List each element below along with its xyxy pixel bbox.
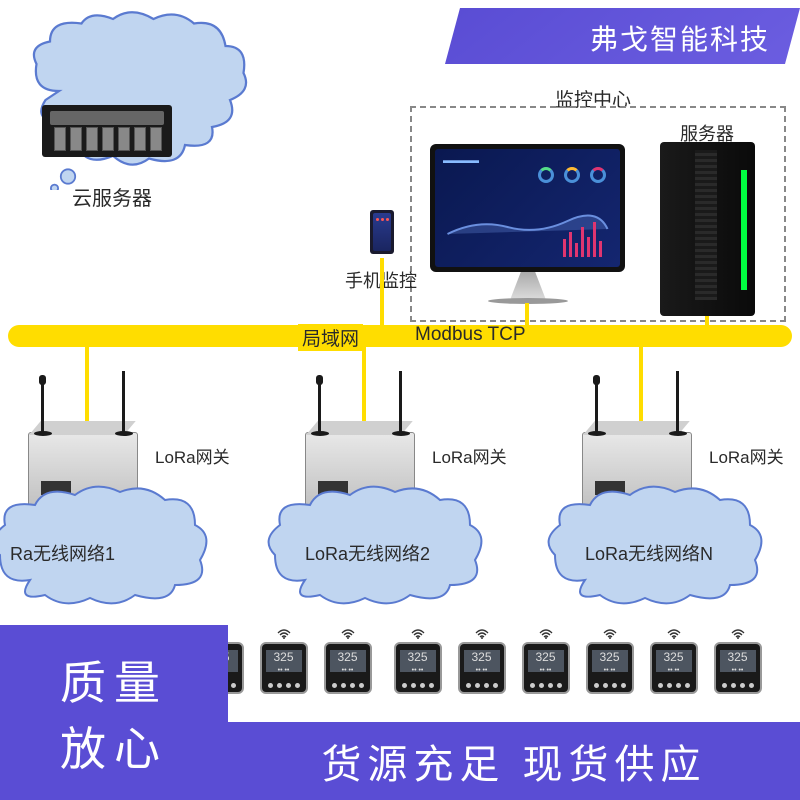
wifi-icon [582,629,637,642]
wifi-icon [454,629,509,642]
server-tower-icon [660,142,755,316]
meter-reading: 325•• •• [528,650,564,672]
footer-stock-banner: 货源充足 现货供应 [228,722,800,800]
lora-network-label: Ra无线网络1 [10,540,115,566]
meter-reading: 325•• •• [720,650,756,672]
meter-device-icon: 325•• •• [518,629,573,701]
meter-reading: 325•• •• [592,650,628,672]
brand-banner-text: 弗戈智能科技 [590,18,770,58]
footer-quality-banner: 质量 放心 [0,625,228,800]
footer-quality-line1: 质量 [60,647,168,713]
wifi-icon [256,629,311,642]
cloud-server-label: 云服务器 [72,182,152,211]
meter-reading: 325•• •• [266,650,302,672]
meter-device-icon: 325•• •• [710,629,765,701]
meter-reading: 325•• •• [400,650,436,672]
wifi-icon [518,629,573,642]
lan-label: 局域网 [298,324,363,351]
wifi-icon [320,629,375,642]
meter-device-icon: 325•• •• [646,629,701,701]
footer-quality-line2: 放心 [60,713,168,779]
footer-stock-text: 货源充足 现货供应 [321,732,706,790]
connection-line [380,258,384,325]
meter-device-icon: 325•• •• [320,629,375,701]
wifi-icon [710,629,765,642]
meter-device-icon: 325•• •• [256,629,311,701]
meter-reading: 325•• •• [656,650,692,672]
lan-protocol-label: Modbus TCP [415,324,526,346]
gateway-label: LoRa网关 [155,443,230,468]
gateway-label: LoRa网关 [432,443,507,468]
meter-reading: 325•• •• [464,650,500,672]
lora-network-label: LoRa无线网络N [585,540,713,566]
meter-reading: 325•• •• [330,650,366,672]
cloud-server-icon [42,105,172,157]
connection-line [525,303,529,325]
monitor-icon: ▬▬▬▬ [430,144,625,272]
lan-bus-bar [8,325,792,347]
meter-device-icon: 325•• •• [582,629,637,701]
wifi-icon [390,629,445,642]
wifi-icon [646,629,701,642]
cloud-server-bubble [10,10,270,190]
phone-icon [370,210,394,254]
gateway-label: LoRa网关 [709,443,784,468]
lora-network-label: LoRa无线网络2 [305,540,430,566]
meter-device-icon: 325•• •• [390,629,445,701]
meter-device-icon: 325•• •• [454,629,509,701]
